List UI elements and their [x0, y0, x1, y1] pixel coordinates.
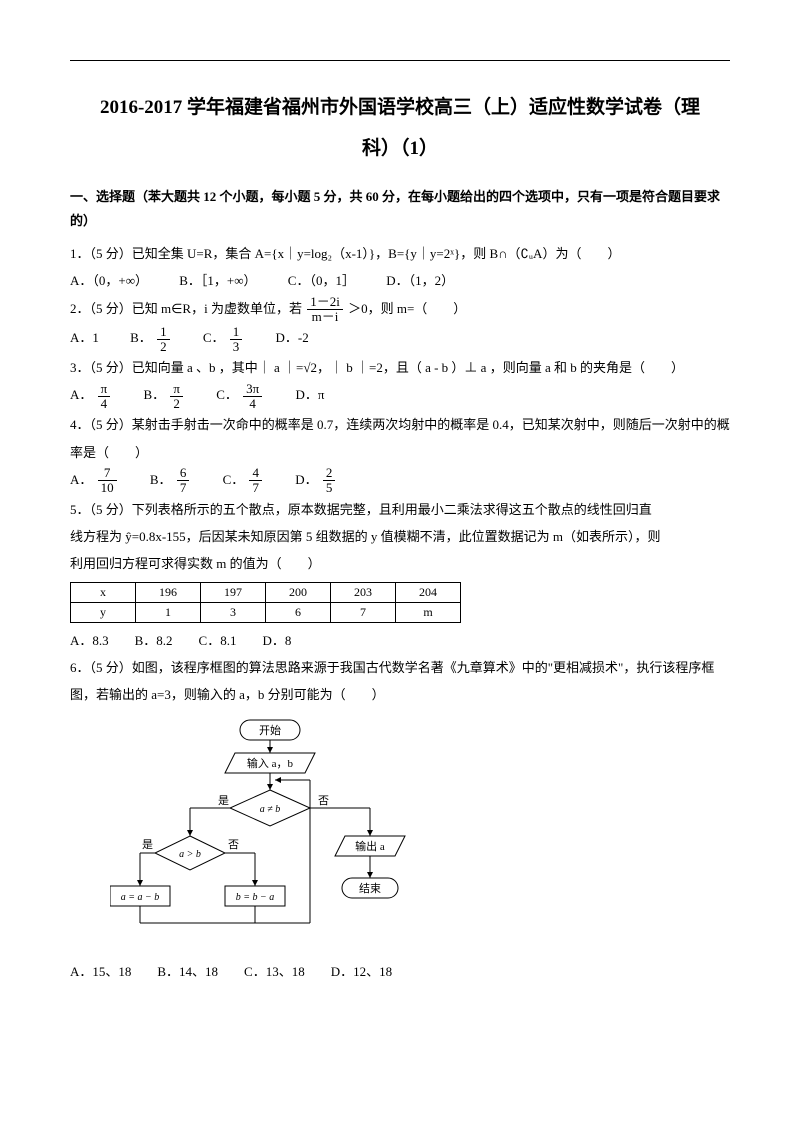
- svg-text:a ≠ b: a ≠ b: [260, 804, 281, 815]
- q3-A-frac: π4: [98, 382, 111, 412]
- q4-text: 4．（5 分）某射击手射击一次命中的概率是 0.7，连续两次均射中的概率是 0.…: [70, 411, 730, 466]
- q6-options: A．15、18 B．14、18 C．13、18 D．12、18: [70, 958, 730, 985]
- svg-text:b = b − a: b = b − a: [236, 892, 275, 903]
- q2-A: A．1: [70, 330, 99, 345]
- q5-text3: 利用回归方程可求得实数 m 的值为（ ）: [70, 550, 730, 577]
- table-row: y 1 3 6 7 m: [71, 602, 461, 622]
- q4-D-frac: 25: [323, 466, 336, 496]
- section-header: 一、选择题（苯大题共 12 个小题，每小题 5 分，共 60 分，在每小题给出的…: [70, 185, 730, 232]
- q1-B: B．［1，+∞）: [179, 273, 256, 288]
- q1-C: C．（0，1］: [288, 273, 355, 288]
- svg-text:是: 是: [142, 838, 153, 851]
- q3-C: C．: [216, 387, 238, 402]
- q4-options: A． 710 B． 67 C． 47 D． 25: [70, 466, 730, 496]
- q4-B: B．: [150, 472, 172, 487]
- svg-text:开始: 开始: [259, 723, 281, 737]
- svg-text:否: 否: [318, 795, 329, 807]
- q1-A: A．（0，+∞）: [70, 273, 148, 288]
- q2-text: 2．（5 分）已知 m∈R，i 为虚数单位，若 1－2i m－i ＞0，则 m=…: [70, 295, 730, 325]
- q3-text: 3．（5 分）已知向量 a 、b ，其中｜ a ｜=√2，｜ b ｜=2，且（ …: [70, 354, 730, 381]
- q3-B-frac: π2: [170, 382, 183, 412]
- q2-C: C．: [203, 330, 225, 345]
- svg-text:输出 a: 输出 a: [355, 839, 385, 853]
- q4-A: A．: [70, 472, 92, 487]
- q4-C-frac: 47: [249, 466, 262, 496]
- q2-fraction: 1－2i m－i: [307, 295, 343, 325]
- q2-B-frac: 12: [157, 325, 170, 355]
- q3-B: B．: [143, 387, 165, 402]
- top-rule: [70, 60, 730, 61]
- svg-text:是: 是: [218, 794, 229, 807]
- svg-text:输入 a，b: 输入 a，b: [247, 756, 294, 770]
- q4-A-frac: 710: [98, 466, 117, 496]
- svg-text:a > b: a > b: [179, 849, 201, 860]
- q3-A: A．: [70, 387, 92, 402]
- q2-options: A．1 B． 12 C． 13 D．-2: [70, 324, 730, 354]
- q5-options: A．8.3 B．8.2 C．8.1 D．8: [70, 627, 730, 654]
- title-line1: 2016-2017 学年福建省福州市外国语学校高三（上）适应性数学试卷（理: [70, 91, 730, 125]
- q4-D: D．: [295, 472, 317, 487]
- svg-text:否: 否: [228, 839, 239, 851]
- q1-options: A．（0，+∞） B．［1，+∞） C．（0，1］ D．（1，2）: [70, 267, 730, 294]
- svg-text:结束: 结束: [359, 882, 381, 895]
- q2-text-b: ＞0，则 m=（ ）: [348, 301, 466, 316]
- q3-D: D．π: [295, 387, 324, 402]
- q6-text: 6．（5 分）如图，该程序框图的算法思路来源于我国古代数学名著《九章算术》中的"…: [70, 654, 730, 709]
- q4-B-frac: 67: [177, 466, 190, 496]
- q3-options: A． π4 B． π2 C． 3π4 D．π: [70, 381, 730, 411]
- q3-C-frac: 3π4: [243, 382, 262, 412]
- q1-D: D．（1，2）: [386, 273, 454, 288]
- q1-text: 1．（5 分）已知全集 U=R，集合 A={x｜y=log₂（x-1）}，B={…: [70, 240, 730, 267]
- q2-D: D．-2: [275, 330, 308, 345]
- svg-text:a = a − b: a = a − b: [121, 892, 160, 903]
- table-row: x 196 197 200 203 204: [71, 582, 461, 602]
- flowchart: 开始 输入 a，b a ≠ b 是 否 输出 a 结束: [110, 718, 730, 953]
- flowchart-svg: 开始 输入 a，b a ≠ b 是 否 输出 a 结束: [110, 718, 430, 948]
- q2-text-a: 2．（5 分）已知 m∈R，i 为虚数单位，若: [70, 301, 302, 316]
- q2-C-frac: 13: [230, 325, 243, 355]
- q5-table: x 196 197 200 203 204 y 1 3 6 7 m: [70, 582, 461, 623]
- q4-C: C．: [223, 472, 245, 487]
- q5-text2: 线方程为 ŷ=0.8x-155，后因某未知原因第 5 组数据的 y 值模糊不清，…: [70, 523, 730, 550]
- title-line2: 科）（1）: [70, 133, 730, 160]
- q5-text1: 5．（5 分）下列表格所示的五个散点，原本数据完整，且利用最小二乘法求得这五个散…: [70, 496, 730, 523]
- q2-B: B．: [130, 330, 152, 345]
